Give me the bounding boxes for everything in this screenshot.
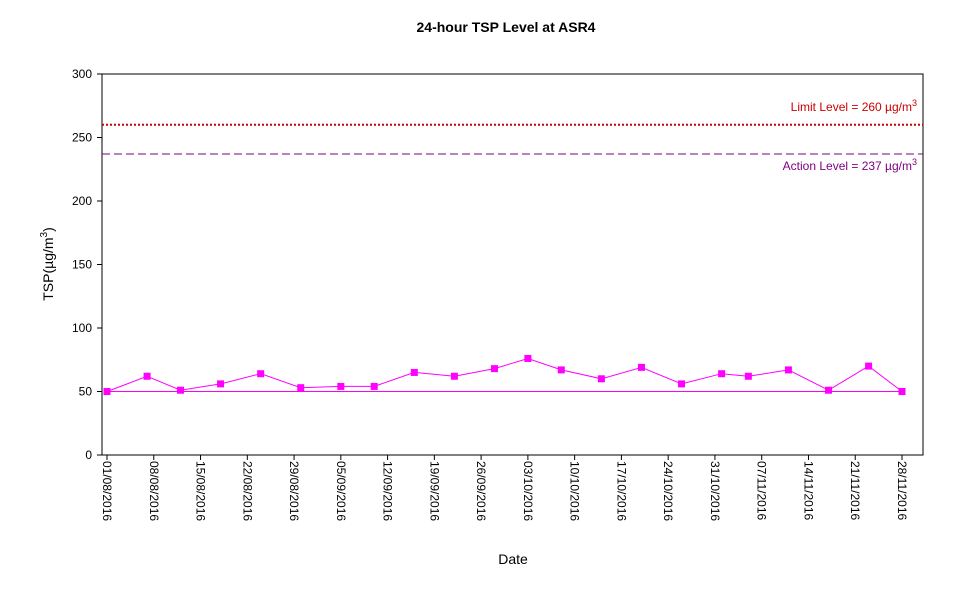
x-tick-label: 08/08/2016 — [147, 461, 161, 521]
x-tick-label: 14/11/2016 — [801, 461, 815, 520]
x-tick-label: 05/09/2016 — [334, 461, 348, 521]
limit-level-label: Limit Level = 260 µg/m3 — [791, 98, 917, 114]
data-point — [450, 372, 458, 380]
y-tick-label: 300 — [72, 67, 92, 81]
data-point — [297, 384, 305, 392]
ref-label-sup: 3 — [912, 157, 917, 167]
data-point — [103, 388, 111, 395]
plot-area — [101, 73, 924, 456]
data-point — [143, 372, 151, 380]
y-axis-label-main: TSP(µg/m — [40, 237, 56, 300]
data-point — [718, 370, 726, 378]
data-point — [490, 365, 498, 373]
x-tick-label: 12/09/2016 — [381, 461, 395, 521]
data-point — [410, 368, 418, 376]
y-tick-label: 0 — [85, 448, 92, 462]
data-point — [370, 382, 378, 390]
x-tick-label: 07/11/2016 — [755, 461, 769, 520]
chart-title: 24-hour TSP Level at ASR4 — [417, 19, 596, 35]
x-tick-label: 24/10/2016 — [661, 461, 675, 521]
data-point — [257, 370, 265, 378]
data-point — [217, 380, 225, 388]
data-point — [337, 382, 345, 390]
x-tick-label: 19/09/2016 — [427, 461, 441, 521]
ref-label-sup: 3 — [912, 98, 917, 108]
y-tick-label: 250 — [72, 131, 92, 145]
data-point — [825, 386, 833, 394]
x-tick-label: 15/08/2016 — [194, 461, 208, 521]
x-tick-label: 22/08/2016 — [240, 461, 254, 521]
x-tick-label: 03/10/2016 — [521, 461, 535, 521]
data-point — [744, 372, 752, 380]
y-axis-label: TSP(µg/m3) — [39, 227, 56, 301]
y-tick-label: 100 — [72, 321, 92, 335]
data-point — [898, 388, 906, 395]
ref-label-main: Action Level = 237 µg/m — [783, 159, 912, 173]
x-tick-label: 17/10/2016 — [614, 461, 628, 521]
ref-label-main: Limit Level = 260 µg/m — [791, 100, 912, 114]
x-tick-label: 26/09/2016 — [474, 461, 488, 521]
data-point — [557, 366, 565, 374]
x-tick-label: 21/11/2016 — [848, 461, 862, 520]
data-point — [678, 380, 686, 388]
x-tick-label: 29/08/2016 — [287, 461, 301, 521]
x-tick-label: 01/08/2016 — [100, 461, 114, 521]
series-line — [106, 357, 903, 392]
y-axis: 0 50 100 150 200 250 300 — [72, 67, 102, 462]
data-point — [637, 363, 645, 371]
x-tick-label: 28/11/2016 — [895, 461, 909, 520]
action-level-label: Action Level = 237 µg/m3 — [783, 157, 917, 173]
data-point — [176, 386, 184, 394]
data-point — [597, 375, 605, 383]
y-axis-label-sup: 3 — [39, 231, 50, 237]
data-point — [784, 366, 792, 374]
data-point — [865, 362, 873, 370]
series — [103, 354, 906, 395]
y-tick-label: 150 — [72, 258, 92, 272]
y-axis-label-end: ) — [40, 227, 56, 232]
y-tick-label: 50 — [79, 385, 93, 399]
x-axis-label: Date — [498, 551, 528, 567]
y-tick-label: 200 — [72, 194, 92, 208]
x-tick-label: 31/10/2016 — [708, 461, 722, 521]
data-point — [524, 354, 532, 362]
x-tick-label: 10/10/2016 — [568, 461, 582, 521]
x-axis: 01/08/2016 08/08/2016 15/08/2016 22/08/2016… — [100, 455, 909, 521]
